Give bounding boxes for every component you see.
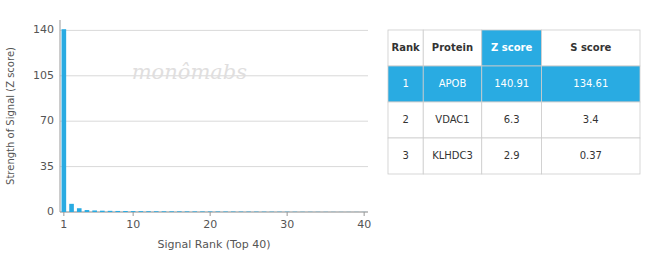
bar bbox=[192, 211, 197, 212]
table-cell bbox=[388, 30, 423, 66]
table-text: KLHDC3 bbox=[432, 150, 473, 161]
bar bbox=[308, 211, 313, 212]
table-text: 6.3 bbox=[504, 114, 520, 125]
bar bbox=[354, 211, 359, 212]
x-axis-label: Signal Rank (Top 40) bbox=[158, 238, 271, 251]
bar bbox=[169, 211, 174, 212]
chart: 0 35 70 105 140 1 10 20 30 40 monômabs Signal Rank … bbox=[0, 0, 650, 262]
table-cell bbox=[388, 66, 423, 102]
y-tick-label: 35 bbox=[40, 160, 54, 173]
table-text: 3 bbox=[402, 150, 408, 161]
grid-line bbox=[60, 212, 368, 213]
table-text: Rank bbox=[392, 42, 421, 53]
table-cell bbox=[388, 138, 423, 174]
table-cell bbox=[542, 138, 640, 174]
bar bbox=[339, 211, 344, 212]
table-cell bbox=[542, 102, 640, 138]
bar bbox=[85, 210, 90, 212]
x-tick-label: 30 bbox=[280, 218, 294, 231]
table: Rank Protein Z score S score 1 APOB 140.91 134.… bbox=[388, 30, 640, 174]
x-tick bbox=[287, 212, 288, 216]
table-cell bbox=[482, 102, 542, 138]
x-tick bbox=[133, 212, 134, 216]
bar bbox=[108, 211, 113, 212]
bar bbox=[331, 211, 336, 212]
bar bbox=[277, 211, 282, 212]
bar bbox=[246, 211, 251, 212]
y-tick-label: 105 bbox=[33, 69, 54, 82]
bar bbox=[208, 211, 213, 212]
y-tick-label: 0 bbox=[47, 205, 54, 218]
x-tick bbox=[63, 212, 64, 216]
bar bbox=[115, 211, 120, 212]
table-text: APOB bbox=[439, 78, 467, 89]
table-cell bbox=[482, 138, 542, 174]
table-text: 140.91 bbox=[494, 78, 529, 89]
table-text: 134.61 bbox=[573, 78, 608, 89]
bar bbox=[285, 211, 290, 212]
bar bbox=[316, 211, 321, 212]
x-tick bbox=[210, 212, 211, 216]
bar bbox=[300, 211, 305, 212]
y-axis-line bbox=[60, 20, 61, 212]
bar bbox=[200, 211, 205, 212]
bar bbox=[269, 211, 274, 212]
table-cell bbox=[423, 102, 482, 138]
x-tick bbox=[364, 212, 365, 216]
bar bbox=[293, 211, 298, 212]
table-cell bbox=[482, 66, 542, 102]
table-text: Protein bbox=[432, 42, 473, 53]
bar bbox=[77, 208, 82, 212]
bar bbox=[239, 211, 244, 212]
watermark: monômabs bbox=[132, 60, 248, 84]
x-axis-line bbox=[60, 212, 368, 213]
table-text: S score bbox=[570, 42, 611, 53]
bar bbox=[162, 211, 167, 212]
bar bbox=[231, 211, 236, 212]
table-cell bbox=[423, 138, 482, 174]
table-cell bbox=[542, 66, 640, 102]
table-text: 1 bbox=[402, 78, 408, 89]
table-cell bbox=[482, 30, 542, 66]
bar bbox=[346, 211, 351, 212]
bar bbox=[323, 211, 328, 212]
bar bbox=[123, 211, 128, 212]
bar bbox=[362, 211, 367, 212]
grid-line bbox=[60, 121, 368, 122]
table-cell bbox=[388, 102, 423, 138]
bars bbox=[62, 29, 367, 212]
grid-line bbox=[60, 30, 368, 31]
y-tick-label: 140 bbox=[33, 23, 54, 36]
bar bbox=[262, 211, 267, 212]
bar bbox=[254, 211, 259, 212]
bar bbox=[131, 211, 136, 212]
table-text: 2.9 bbox=[504, 150, 520, 161]
table-cell bbox=[423, 66, 482, 102]
table-text: VDAC1 bbox=[435, 114, 469, 125]
table-cell bbox=[542, 30, 640, 66]
table-text: 2 bbox=[402, 114, 408, 125]
bar bbox=[69, 204, 74, 212]
y-tick-label: 70 bbox=[40, 114, 54, 127]
y-axis-label: Strength of Signal (Z score) bbox=[5, 47, 16, 185]
table-text: 3.4 bbox=[583, 114, 599, 125]
bar bbox=[177, 211, 182, 212]
table-text: 0.37 bbox=[580, 150, 602, 161]
bar bbox=[216, 211, 221, 212]
bar bbox=[62, 29, 67, 212]
bar bbox=[223, 211, 228, 212]
bar bbox=[146, 211, 151, 212]
bar bbox=[154, 211, 159, 212]
table-cell bbox=[423, 30, 482, 66]
x-tick-label: 40 bbox=[357, 218, 371, 231]
x-tick-label: 20 bbox=[203, 218, 217, 231]
table-text: Z score bbox=[491, 42, 532, 53]
bar bbox=[100, 211, 105, 212]
bar bbox=[92, 210, 97, 212]
grid-line bbox=[60, 166, 368, 167]
bar bbox=[139, 211, 144, 212]
x-tick-label: 10 bbox=[126, 218, 140, 231]
x-tick-label: 1 bbox=[60, 218, 67, 231]
bar bbox=[185, 211, 190, 212]
